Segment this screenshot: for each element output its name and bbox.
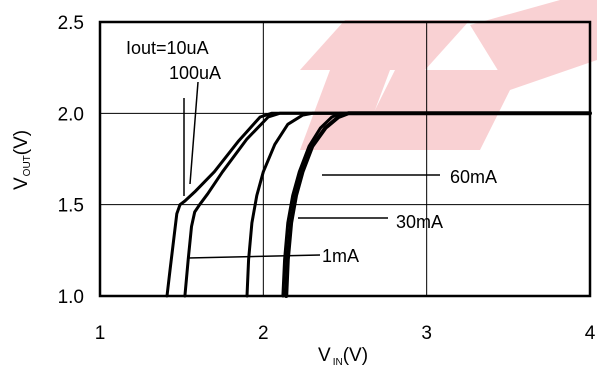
y-axis-label-unit: (V) xyxy=(11,130,32,155)
annotation-30ma: 30mA xyxy=(396,212,443,232)
annotation-leaders xyxy=(183,81,440,259)
annotation-1ma: 1mA xyxy=(322,246,359,266)
series-line-1ma xyxy=(245,111,592,298)
x-axis-label-main: V xyxy=(318,345,331,366)
x-tick-label: 1 xyxy=(95,323,106,344)
annotation-iout-10ua: Iout=10uA xyxy=(126,38,209,58)
y-tick-label: 1.0 xyxy=(58,287,84,308)
plot-frame xyxy=(98,20,592,298)
watermark-shape xyxy=(355,70,520,150)
series-line-100ua xyxy=(183,111,592,298)
x-tick-label: 2 xyxy=(258,323,269,344)
annotation-100ua: 100uA xyxy=(169,63,221,83)
y-axis-label-main: V xyxy=(11,177,32,190)
tick-labels: 1 2 3 4 1.0 1.5 2.0 2.5 xyxy=(58,13,596,344)
x-tick-label: 4 xyxy=(585,323,596,344)
y-tick-label: 1.5 xyxy=(58,196,84,217)
annotation-leader-line xyxy=(187,254,321,259)
y-axis-label: VOUT(V) xyxy=(11,130,33,190)
watermark-shape xyxy=(300,20,470,70)
x-axis-label-sub: IN xyxy=(333,357,343,368)
x-axis-label-unit: (V) xyxy=(343,345,368,366)
series-line-30ma xyxy=(281,111,592,298)
series-line-iout-10ua xyxy=(165,111,592,298)
curves xyxy=(165,111,592,298)
y-tick-label: 2.5 xyxy=(58,13,84,34)
annotation-leader-line xyxy=(189,81,199,185)
x-axis-label: V IN(V) xyxy=(318,345,368,368)
annotation-60ma: 60mA xyxy=(450,167,497,187)
y-axis-label-sub: OUT xyxy=(22,155,33,176)
series-line-60ma xyxy=(284,111,592,298)
y-tick-label: 2.0 xyxy=(58,104,84,125)
x-tick-label: 3 xyxy=(421,323,432,344)
